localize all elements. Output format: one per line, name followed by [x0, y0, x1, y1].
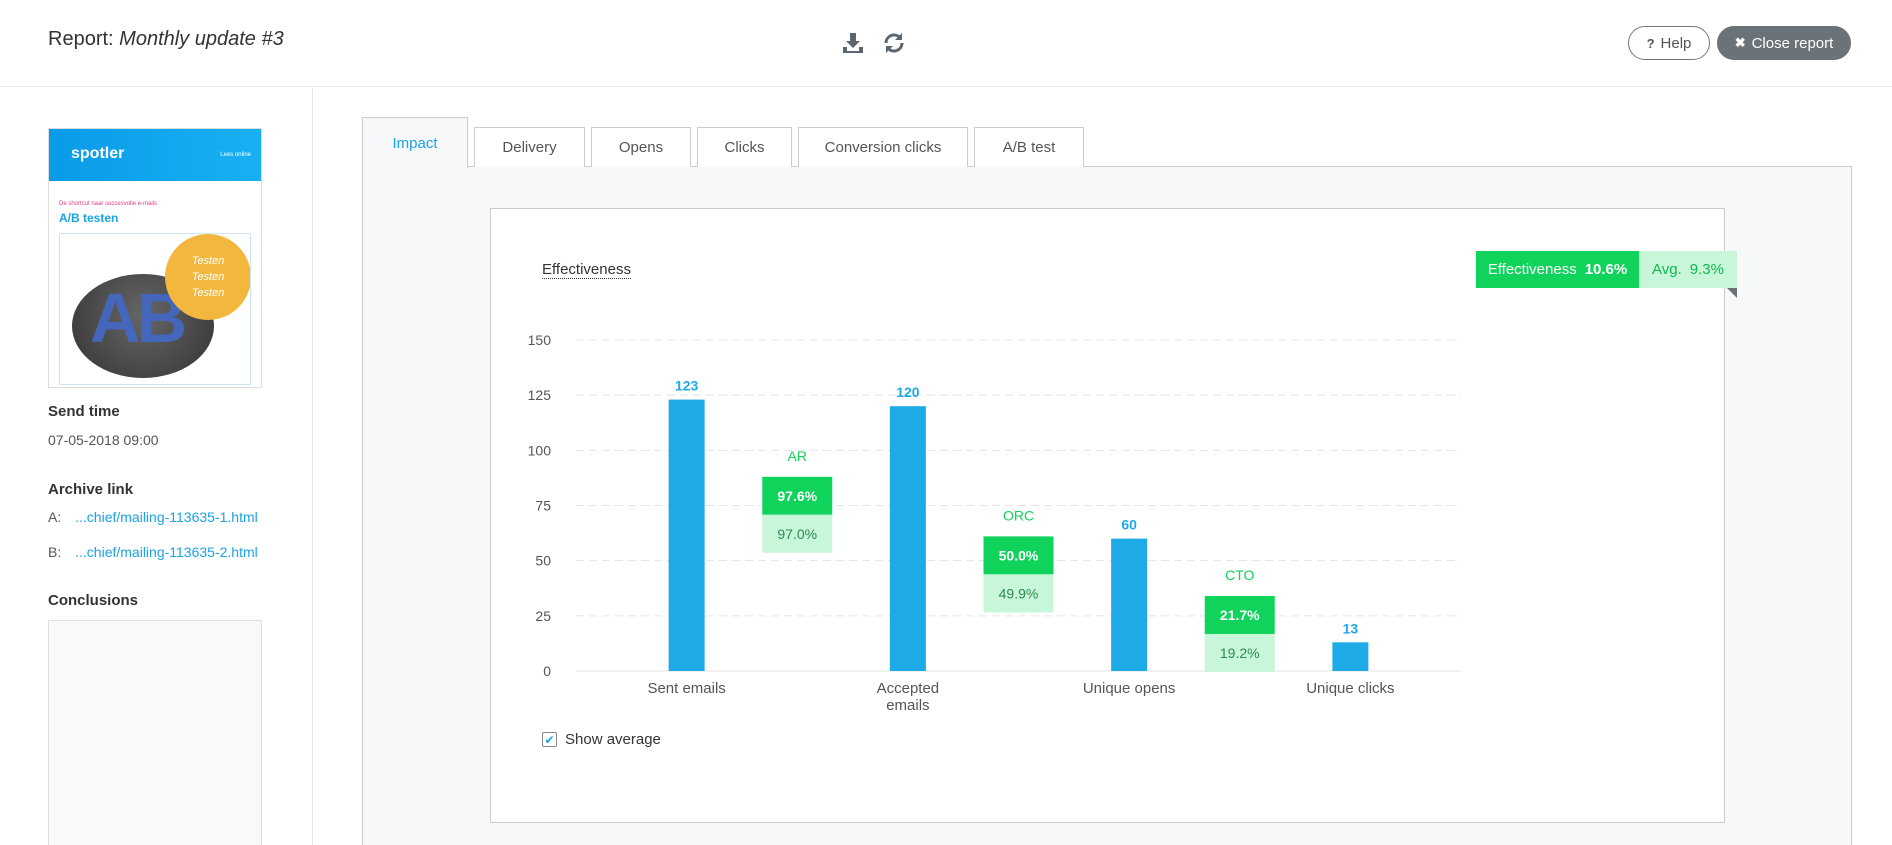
thumbnail-banner: spotler Lees online — [49, 129, 261, 181]
bar-value-label: 13 — [1343, 620, 1359, 636]
badge-corner — [1727, 288, 1737, 298]
refresh-icon[interactable] — [881, 30, 907, 56]
archive-link-a-url[interactable]: ...chief/mailing-113635-1.html — [75, 509, 258, 525]
help-button[interactable]: ? Help — [1628, 26, 1710, 60]
mailing-thumbnail[interactable]: spotler Lees online De shortcut naar suc… — [48, 128, 262, 388]
ratio-label: AR — [788, 448, 807, 464]
tab-conversion-clicks[interactable]: Conversion clicks — [798, 127, 968, 167]
circle-text-1: Testen — [191, 255, 225, 267]
x-tick-label: Unique clicks — [1306, 680, 1394, 697]
bar-value-label: 123 — [675, 378, 699, 394]
x-tick-label: emails — [886, 697, 929, 714]
ratio-average-value: 19.2% — [1220, 645, 1260, 661]
ratio-label: CTO — [1225, 567, 1254, 583]
tab-impact[interactable]: Impact — [362, 117, 468, 168]
y-tick-label: 100 — [528, 442, 552, 458]
bar-value-label: 60 — [1121, 517, 1137, 533]
effectiveness-badge-label: Effectiveness — [1487, 261, 1577, 278]
bar — [668, 399, 705, 671]
circle-text-2: Testen — [191, 271, 225, 283]
report-title-prefix: Report: — [48, 28, 114, 50]
close-icon: ✖ — [1734, 35, 1746, 50]
conclusions-textarea[interactable] — [48, 620, 262, 845]
close-report-label: Close report — [1751, 34, 1834, 52]
average-badge-label: Avg. — [1652, 261, 1682, 278]
archive-link-b: B: ...chief/mailing-113635-2.html — [48, 544, 258, 560]
x-tick-label: Unique opens — [1083, 680, 1176, 697]
help-button-label: Help — [1660, 34, 1692, 52]
tab-delivery[interactable]: Delivery — [474, 127, 585, 167]
y-tick-label: 75 — [535, 498, 551, 514]
y-tick-label: 125 — [528, 387, 552, 403]
ratio-value: 97.6% — [777, 488, 817, 504]
tab-ab-test[interactable]: A/B test — [974, 127, 1084, 167]
bar — [1111, 538, 1148, 671]
bar — [889, 406, 926, 671]
average-badge-value: 9.3% — [1689, 261, 1724, 278]
archive-link-a: A: ...chief/mailing-113635-1.html — [48, 509, 258, 525]
ratio-value: 21.7% — [1220, 607, 1260, 623]
effectiveness-badge-value: 10.6% — [1584, 261, 1628, 278]
tab-opens[interactable]: Opens — [591, 127, 691, 167]
effectiveness-card: Effectiveness Effectiveness 10.6% Avg. 9… — [490, 208, 1737, 823]
thumbnail-image: AB Testen Testen Testen — [59, 233, 251, 385]
download-icon[interactable] — [840, 30, 866, 56]
archive-link-label: Archive link — [48, 481, 134, 498]
close-report-button[interactable]: ✖ Close report — [1717, 26, 1851, 60]
x-tick-label: Accepted — [877, 680, 940, 697]
sidebar: spotler Lees online De shortcut naar suc… — [0, 88, 313, 845]
ratio-box — [983, 536, 1054, 575]
send-time-label: Send time — [48, 403, 120, 420]
bar-value-label: 120 — [896, 384, 920, 400]
ratio-average-box — [762, 514, 833, 553]
question-icon: ? — [1646, 35, 1655, 51]
ratio-average-box — [1204, 633, 1275, 672]
effectiveness-title[interactable]: Effectiveness — [542, 261, 631, 279]
thumbnail-heading: A/B testen — [59, 211, 119, 225]
show-average-checkbox[interactable]: ✔ — [542, 732, 557, 747]
report-header: Report: Monthly update #3 ? Help ✖ Close… — [0, 0, 1892, 87]
circle-text-3: Testen — [191, 287, 225, 299]
ratio-label: ORC — [1003, 507, 1034, 523]
y-tick-label: 50 — [535, 553, 551, 569]
testen-circle: Testen Testen Testen — [165, 234, 250, 320]
ratio-average-value: 97.0% — [777, 526, 817, 542]
ratio-value: 50.0% — [999, 547, 1039, 563]
tab-clicks[interactable]: Clicks — [697, 127, 792, 167]
ratio-box — [1204, 595, 1275, 634]
y-tick-label: 0 — [543, 663, 551, 679]
show-average-toggle[interactable]: ✔ Show average — [542, 731, 661, 748]
spotler-logo: spotler — [71, 145, 125, 162]
archive-link-a-prefix: A: — [48, 509, 62, 525]
thumbnail-subtitle: De shortcut naar succesvolle e-mails — [59, 201, 158, 207]
average-badge: Avg. 9.3% — [1639, 251, 1737, 288]
ratio-average-box — [983, 574, 1054, 613]
thumbnail-online-link: Lees online — [220, 152, 251, 158]
y-tick-label: 25 — [535, 608, 551, 624]
report-name: Monthly update #3 — [119, 28, 284, 50]
effectiveness-chart: 0 25 50 75 100 125 150 123 Sent emails 120 Accepte… — [528, 332, 1461, 714]
ratio-average-value: 49.9% — [999, 585, 1039, 601]
archive-link-b-prefix: B: — [48, 544, 62, 560]
x-tick-label: Sent emails — [647, 680, 725, 697]
report-title: Report: Monthly update #3 — [48, 28, 284, 51]
bar — [1332, 642, 1369, 671]
y-tick-label: 150 — [528, 332, 552, 348]
conclusions-label: Conclusions — [48, 592, 139, 609]
show-average-label: Show average — [565, 731, 661, 748]
effectiveness-badge: Effectiveness 10.6% — [1476, 251, 1639, 288]
archive-link-b-url[interactable]: ...chief/mailing-113635-2.html — [75, 544, 258, 560]
ratio-box — [762, 476, 833, 515]
send-time-value: 07-05-2018 09:00 — [48, 432, 159, 448]
